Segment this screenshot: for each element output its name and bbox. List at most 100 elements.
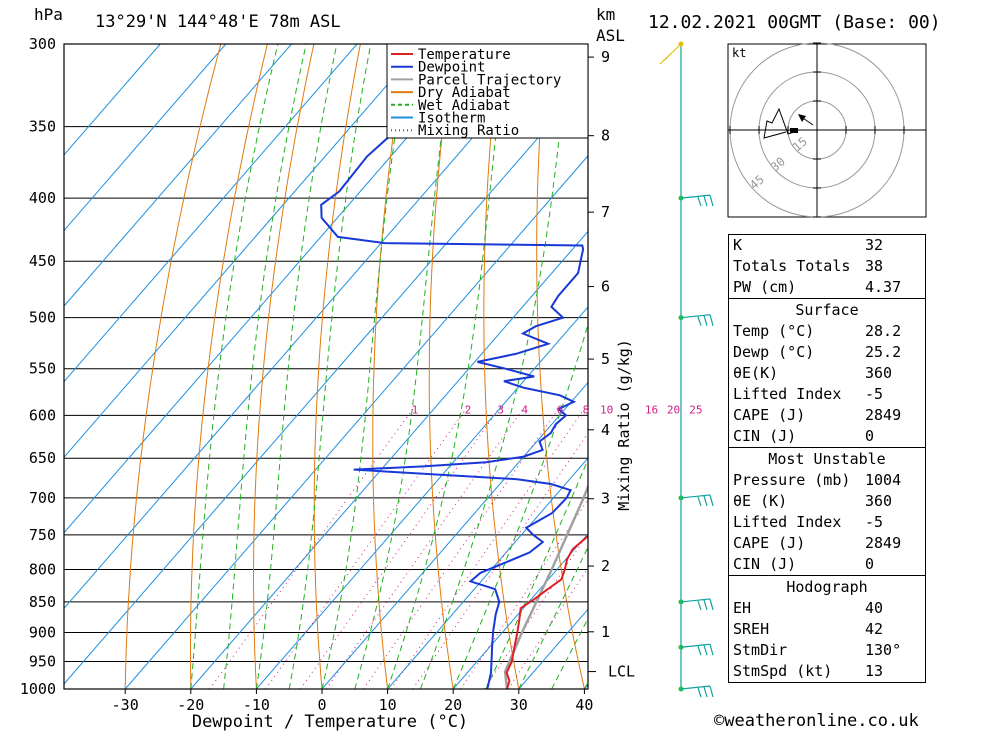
legend-label-6: Mixing Ratio xyxy=(418,123,519,139)
pressure-tick-750: 750 xyxy=(29,526,56,544)
dry-adiabat xyxy=(124,44,222,689)
pressure-unit-label: hPa xyxy=(34,5,63,24)
mu-thetae-label: θE (K) xyxy=(733,492,788,510)
wet-adiabat xyxy=(551,617,588,689)
mixing-ratio-label-8: 8 xyxy=(583,403,590,416)
mixing-ratio-line-4 xyxy=(325,406,526,689)
wet-adiabat xyxy=(452,322,588,689)
k-index-value: 32 xyxy=(865,236,884,254)
dry-adiabat xyxy=(964,35,1000,689)
pressure-tick-650: 650 xyxy=(29,449,56,467)
temp-tick--30: -30 xyxy=(112,696,139,714)
surface-temp-label: Temp (°C) xyxy=(733,322,815,340)
hodo-surface-marker xyxy=(790,128,798,133)
surface-cin-value: 0 xyxy=(865,427,875,445)
eh-label: EH xyxy=(733,599,752,617)
mu-cin-label: CIN (J) xyxy=(733,555,797,573)
surface-dewp-value: 25.2 xyxy=(865,343,902,361)
height-tick-9: 9 xyxy=(601,48,610,66)
pressure-tick-900: 900 xyxy=(29,624,56,642)
mixing-ratio-line-1 xyxy=(209,406,416,689)
plot-frame xyxy=(63,43,589,690)
height-tick-3: 3 xyxy=(601,490,610,508)
dry-adiabat xyxy=(372,44,408,689)
legend-label-5: Isotherm xyxy=(418,111,485,127)
pressure-tick-300: 300 xyxy=(29,35,56,53)
wind-barb-700 xyxy=(680,494,714,507)
isotherm--80 xyxy=(64,44,358,383)
hodograph-trace xyxy=(763,107,798,139)
x-axis-label: Dewpoint / Temperature (°C) xyxy=(192,712,468,732)
sreh-label: SREH xyxy=(733,620,770,638)
mixing-ratio-label-4: 4 xyxy=(522,403,529,416)
k-index-label: K xyxy=(733,236,743,254)
pressure-tick-850: 850 xyxy=(29,593,56,611)
mu-li-value: -5 xyxy=(865,513,884,531)
mixing-ratio-label-25: 25 xyxy=(689,403,702,416)
surface-li-label: Lifted Index xyxy=(733,385,842,403)
mixing-ratio-label-3: 3 xyxy=(497,403,504,416)
height-unit-asl: ASL xyxy=(596,26,625,45)
pressure-tick-350: 350 xyxy=(29,118,56,136)
isotherm--30 xyxy=(124,155,588,689)
mu-cape-label: CAPE (J) xyxy=(733,534,806,552)
surface-title: Surface xyxy=(795,301,859,319)
isotherm--100 xyxy=(64,44,227,232)
pressure-tick-450: 450 xyxy=(29,252,56,270)
height-tick-7: 7 xyxy=(601,203,610,221)
height-tick-6: 6 xyxy=(601,278,610,296)
wet-adiabat xyxy=(387,44,507,689)
stmspd-value: 13 xyxy=(865,662,884,680)
wet-adiabat xyxy=(485,458,588,689)
isotherm--70 xyxy=(64,44,424,458)
pressure-tick-700: 700 xyxy=(29,489,56,507)
height-tick-1: 1 xyxy=(601,623,610,641)
wet-adiabat xyxy=(288,44,372,689)
pressure-tick-800: 800 xyxy=(29,560,56,578)
general-indices-table: K 32 Totals Totals 38 PW (cm) 4.37 Surface … xyxy=(728,234,926,683)
mixing-ratio-label-1: 1 xyxy=(412,403,419,416)
temp-tick-10: 10 xyxy=(379,696,397,714)
isotherm--90 xyxy=(64,44,292,307)
surface-thetae-value: 360 xyxy=(865,364,893,382)
hodo-unit-label: kt xyxy=(732,46,746,60)
surface-thetae-label: θE(K) xyxy=(733,364,779,382)
dry-adiabat xyxy=(253,44,315,689)
location-label: 13°29'N 144°48'E 78m ASL xyxy=(95,12,341,32)
wind-barb-400 xyxy=(680,194,714,207)
dry-adiabat xyxy=(918,35,1000,689)
height-tick-8: 8 xyxy=(601,127,610,145)
stmdir-value: 130° xyxy=(865,641,902,659)
temp-tick--10: -10 xyxy=(243,696,270,714)
mu-cin-value: 0 xyxy=(865,555,875,573)
wet-adiabat xyxy=(223,44,307,689)
mixing-ratio-line-2 xyxy=(265,406,469,689)
isotherm--60 xyxy=(64,44,489,534)
legend-label-3: Dry Adiabat xyxy=(418,85,511,101)
legend-label-4: Wet Adiabat xyxy=(418,98,511,114)
mixing-ratio-label-16: 16 xyxy=(645,403,658,416)
temp-tick-40: 40 xyxy=(575,696,593,714)
datetime-label: 12.02.2021 00GMT (Base: 00) xyxy=(648,12,941,33)
legend-label-1: Dewpoint xyxy=(418,60,485,76)
right-axis-label: Mixing Ratio (g/kg) xyxy=(615,339,633,511)
surface-cape-label: CAPE (J) xyxy=(733,406,806,424)
surface-cin-label: CIN (J) xyxy=(733,427,797,445)
wind-barb-300 xyxy=(659,43,682,65)
pressure-tick-600: 600 xyxy=(29,406,56,424)
isotherm--40 xyxy=(64,79,588,685)
pw-value: 4.37 xyxy=(865,278,902,296)
dry-adiabat xyxy=(536,44,585,689)
mu-cape-value: 2849 xyxy=(865,534,902,552)
wind-barb-850 xyxy=(680,598,714,611)
mixing-ratio-line-3 xyxy=(300,406,502,689)
temp-tick-20: 20 xyxy=(444,696,462,714)
height-tick-2: 2 xyxy=(601,557,610,575)
pressure-tick-550: 550 xyxy=(29,360,56,378)
mixing-ratio-line-16 xyxy=(460,498,588,689)
isotherm--20 xyxy=(190,230,588,689)
surface-temp-value: 28.2 xyxy=(865,322,902,340)
stmspd-label: StmSpd (kt) xyxy=(733,662,833,680)
dewpoint-line xyxy=(320,44,585,689)
